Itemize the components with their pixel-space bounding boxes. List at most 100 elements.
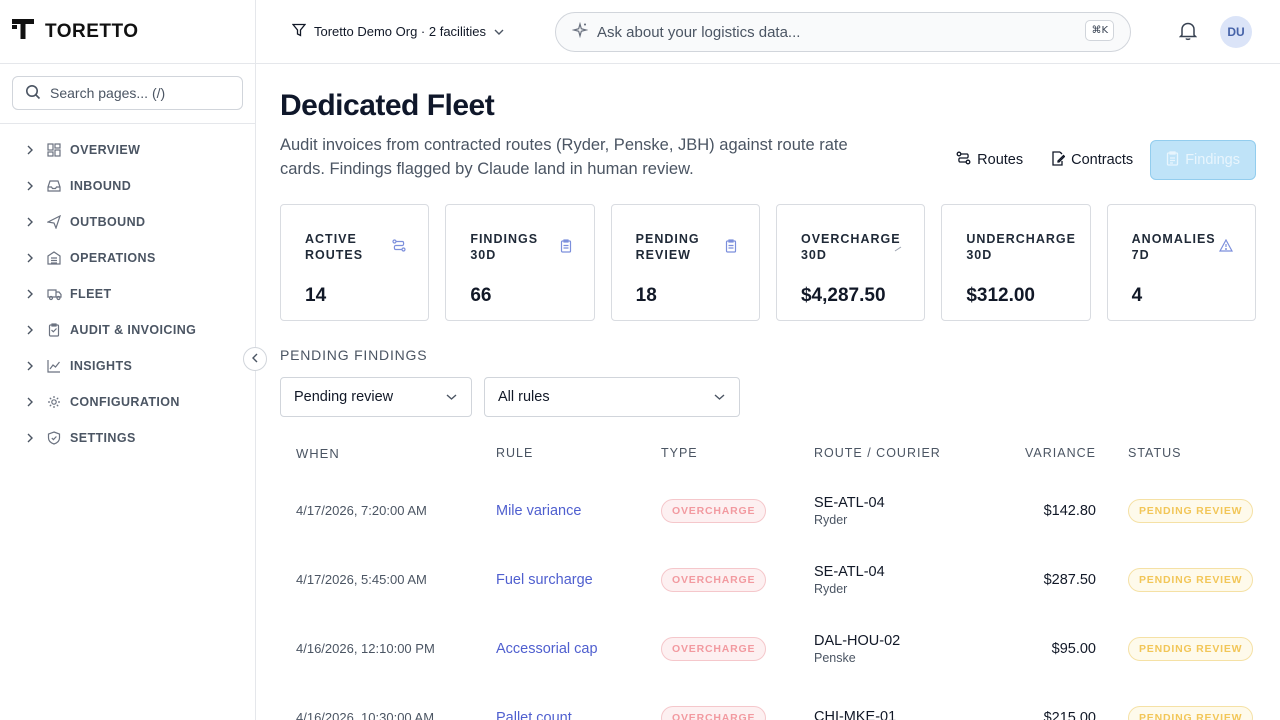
stat-value: 14 [305, 285, 327, 306]
avatar[interactable]: DU [1220, 16, 1252, 48]
sidebar-item-label: OUTBOUND [70, 215, 146, 229]
stat-value: 4 [1131, 285, 1143, 306]
finding-variance: $215.00 [1043, 709, 1096, 720]
bell-icon [1178, 22, 1198, 45]
rule-filter-value: All rules [498, 389, 550, 405]
courier-name: Penske [814, 650, 856, 665]
contracts-label: Contracts [1071, 152, 1134, 168]
column-header-when[interactable]: WHEN [296, 445, 340, 461]
brand: TORETTO [0, 0, 255, 64]
gear-icon [46, 394, 62, 410]
stat-card-undercharge-30d: UNDERCHARGE 30D $312.00 [941, 204, 1091, 321]
contracts-button[interactable]: Contracts [1040, 140, 1144, 180]
chevron-right-icon [26, 217, 36, 227]
status-badge: PENDING REVIEW [1128, 567, 1254, 592]
column-header-type[interactable]: TYPE [661, 446, 698, 460]
sparkle-icon [571, 21, 589, 42]
sidebar-item-insights[interactable]: INSIGHTS [0, 348, 255, 384]
table-row[interactable]: 4/17/2026, 5:45:00 AM Fuel surcharge OVE… [280, 545, 1256, 614]
table-row[interactable]: 4/16/2026, 10:30:00 AM Pallet count OVER… [280, 683, 1256, 720]
finding-when: 4/16/2026, 12:10:00 PM [296, 641, 435, 656]
finding-rule-link[interactable]: Accessorial cap [496, 640, 598, 657]
sidebar-item-label: INSIGHTS [70, 359, 133, 373]
table-header: WHEN RULE TYPE ROUTE / COURIER VARIANCE … [280, 430, 1256, 476]
sidebar-item-label: AUDIT & INVOICING [70, 323, 197, 337]
stat-label: UNDERCHARGE 30D [966, 232, 1076, 262]
sidebar-item-fleet[interactable]: FLEET [0, 276, 255, 312]
routes-button[interactable]: Routes [945, 140, 1034, 180]
finding-rule-link[interactable]: Fuel surcharge [496, 571, 593, 588]
finding-variance: $287.50 [1043, 571, 1096, 588]
finding-when: 4/17/2026, 5:45:00 AM [296, 572, 427, 587]
chevron-down-icon [494, 24, 504, 39]
courier-name: Ryder [814, 512, 848, 527]
findings-table: WHEN RULE TYPE ROUTE / COURIER VARIANCE … [280, 430, 1256, 720]
org-filter-dropdown[interactable]: Toretto Demo Org · 2 facilities [291, 23, 504, 40]
stat-value: $312.00 [966, 285, 1035, 306]
sidebar-item-operations[interactable]: OPERATIONS [0, 240, 255, 276]
stat-value: 66 [470, 285, 492, 306]
chevron-right-icon [26, 181, 36, 191]
status-badge: PENDING REVIEW [1128, 705, 1254, 720]
chevron-down-icon [714, 389, 725, 405]
type-badge: OVERCHARGE [661, 567, 767, 592]
file-signature-icon [1051, 150, 1066, 170]
stat-label: OVERCHARGE 30D [800, 232, 901, 262]
sidebar-item-overview[interactable]: OVERVIEW [0, 132, 255, 168]
sidebar-item-audit-invoicing[interactable]: AUDIT & INVOICING [0, 312, 255, 348]
brand-name: TORETTO [45, 20, 139, 42]
clipboard-icon [1166, 150, 1179, 170]
inbox-icon [46, 178, 62, 194]
column-header-route[interactable]: ROUTE / COURIER [814, 446, 941, 460]
rule-filter-select[interactable]: All rules [484, 377, 740, 417]
type-badge: OVERCHARGE [661, 636, 767, 661]
sidebar-collapse-button[interactable] [243, 347, 267, 371]
table-row[interactable]: 4/16/2026, 12:10:00 PM Accessorial cap O… [280, 614, 1256, 683]
stats-row: ACTIVE ROUTES 14 FINDINGS 30D 66 PENDING… [280, 204, 1256, 321]
status-badge: PENDING REVIEW [1128, 498, 1254, 523]
sidebar-item-label: CONFIGURATION [70, 395, 180, 409]
chevron-left-icon [251, 350, 259, 368]
route-icon [956, 151, 971, 169]
status-filter-value: Pending review [294, 389, 394, 405]
page-search-input[interactable]: Search pages... (/) [12, 76, 243, 110]
finding-variance: $95.00 [1051, 640, 1096, 657]
finding-rule-link[interactable]: Mile variance [496, 502, 582, 519]
sidebar-item-configuration[interactable]: CONFIGURATION [0, 384, 255, 420]
truck-icon [46, 286, 62, 302]
findings-button[interactable]: Findings [1150, 140, 1256, 180]
route-code: SE-ATL-04 [814, 494, 885, 511]
clipboard-icon [560, 239, 572, 258]
table-row[interactable]: 4/17/2026, 7:20:00 AM Mile variance OVER… [280, 476, 1256, 545]
stat-card-active-routes: ACTIVE ROUTES 14 [280, 204, 430, 321]
sidebar-item-inbound[interactable]: INBOUND [0, 168, 255, 204]
trend-up-icon [894, 239, 902, 257]
status-filter-select[interactable]: Pending review [280, 377, 472, 417]
chevron-right-icon [26, 145, 36, 155]
chevron-right-icon [26, 325, 36, 335]
notifications-button[interactable] [1178, 21, 1198, 46]
sidebar-item-outbound[interactable]: OUTBOUND [0, 204, 255, 240]
status-badge: PENDING REVIEW [1128, 636, 1254, 661]
shortcut-badge: ⌘K [1085, 20, 1114, 41]
chevron-down-icon [446, 389, 457, 405]
findings-label: Findings [1185, 152, 1240, 168]
finding-variance: $142.80 [1043, 502, 1096, 519]
send-icon [46, 214, 62, 230]
section-title-pending-findings: PENDING FINDINGS [280, 347, 428, 363]
routes-label: Routes [977, 152, 1024, 168]
courier-name: Ryder [814, 581, 848, 596]
stat-label: ANOMALIES 7D [1131, 232, 1216, 262]
sidebar-item-settings[interactable]: SETTINGS [0, 420, 255, 456]
column-header-status[interactable]: STATUS [1128, 446, 1182, 460]
route-code: CHI-MKE-01 [814, 708, 897, 720]
page-search-placeholder: Search pages... (/) [50, 85, 166, 101]
finding-rule-link[interactable]: Pallet count [496, 709, 572, 720]
alert-triangle-icon [1218, 238, 1233, 257]
column-header-rule[interactable]: RULE [496, 446, 534, 460]
column-header-variance[interactable]: VARIANCE [1025, 446, 1096, 460]
stat-label: FINDINGS 30D [470, 232, 539, 262]
ask-ai-input[interactable]: Ask about your logistics data... ⌘K [555, 12, 1131, 52]
chevron-right-icon [26, 397, 36, 407]
findings-filters: Pending review All rules [280, 377, 740, 417]
